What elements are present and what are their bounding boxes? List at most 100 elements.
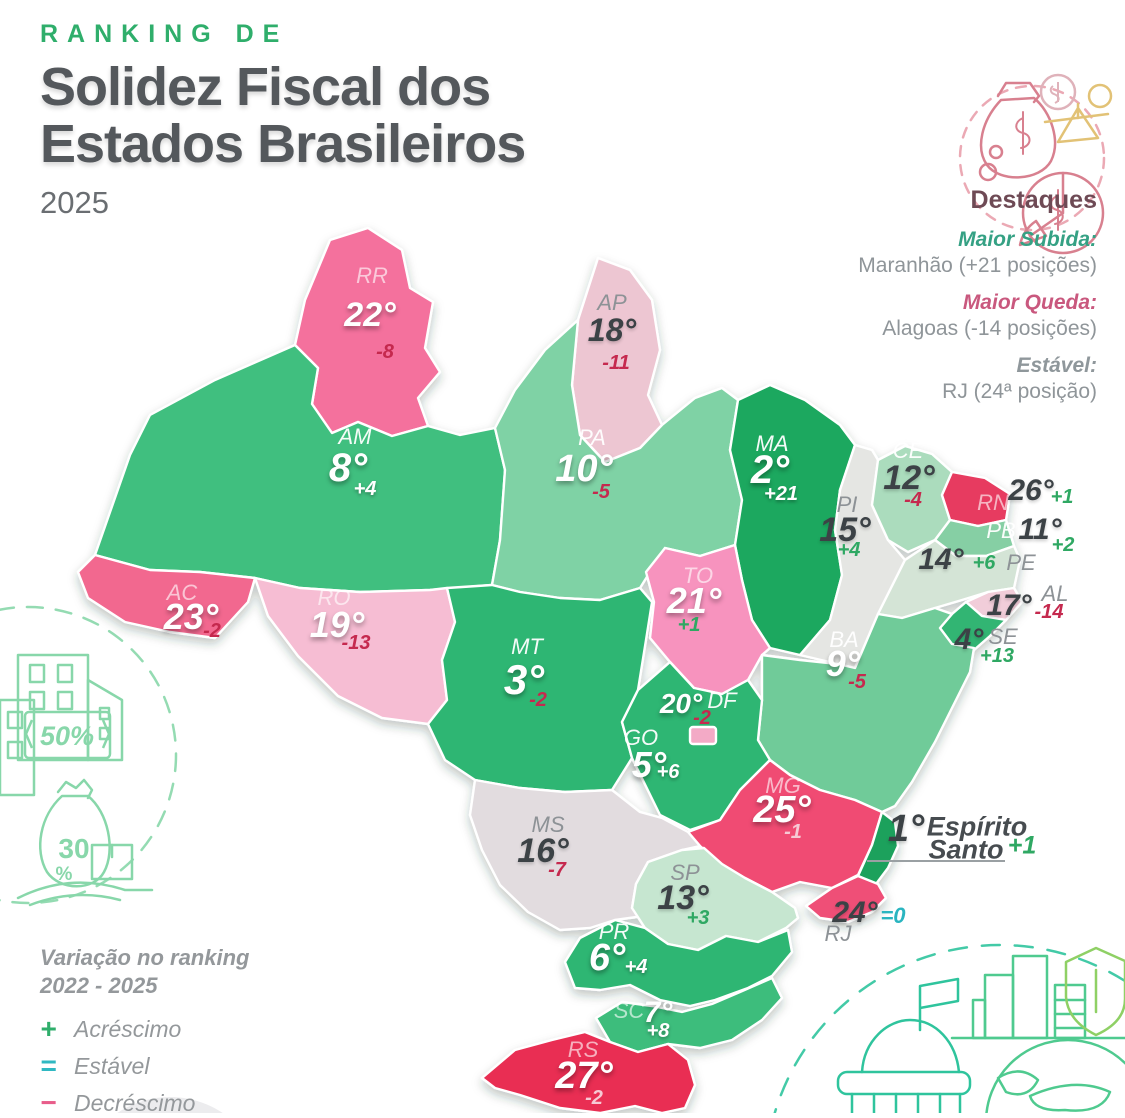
- am-code-white: AM: [338, 424, 372, 449]
- year-label: 2025: [40, 185, 109, 221]
- to-chg-green: +1: [677, 614, 701, 636]
- highlights-title: Destaques: [970, 186, 1097, 214]
- ma-rank-white: 2°: [750, 448, 790, 492]
- sc-code-light: SC: [613, 998, 645, 1023]
- ap-rank-dark: 18°: [587, 312, 637, 348]
- legend-title-line1: Variação no ranking: [40, 945, 250, 970]
- pe-rank-dark: 14°: [918, 543, 964, 576]
- ce-chg-red: -4: [904, 489, 922, 511]
- scales-icon: [1043, 83, 1113, 144]
- legend: Variação no ranking 2022 - 2025 + Acrésc…: [40, 944, 249, 1117]
- rr-rank-white: 22°: [344, 296, 396, 334]
- capitol-icon: [773, 943, 1125, 1113]
- ba-rank-white: 9°: [825, 643, 861, 684]
- pa-code-white: PA: [578, 425, 606, 450]
- globe-city-icon: [950, 954, 1125, 1113]
- legend-item-estavel: = Estável: [40, 1052, 249, 1080]
- mg-chg-pink: -1: [784, 821, 802, 843]
- ms-rank-dark: 16°: [517, 832, 569, 870]
- rn-chg-green: +1: [1050, 486, 1074, 508]
- header: RANKING DE Solidez Fiscal dos Estados Br…: [40, 20, 526, 221]
- ac-code-light: AC: [166, 580, 198, 605]
- plus-icon: +: [40, 1013, 57, 1044]
- highlight-item: Maior Queda: Alagoas (-14 posições): [757, 291, 1097, 341]
- highlight-value-maior-subida: Maranhão (+21 posições): [858, 254, 1097, 277]
- legend-rows: + Acréscimo = Estável − Decréscimo: [40, 1015, 249, 1117]
- highlight-label-maior-queda: Maior Queda:: [962, 291, 1097, 314]
- svg-text:%: %: [56, 864, 73, 885]
- money-bag-30-icon: 30 %: [39, 778, 134, 888]
- ba-chg-red: -5: [848, 671, 866, 693]
- pr-code-white: PR: [598, 919, 630, 944]
- ms-chg-red: -7: [548, 859, 566, 881]
- state-rs-shape: [480, 1030, 697, 1113]
- highlights-panel: Destaques Maior Subida: Maranhão (+21 po…: [757, 186, 1097, 404]
- go-rank-white: 5°: [631, 744, 667, 785]
- sp-chg-green: +3: [686, 907, 710, 929]
- highlight-item: Estável: RJ (24ª posição): [757, 354, 1097, 404]
- pie-chart-icon: [1018, 171, 1105, 255]
- highlight-value-maior-queda: Alagoas (-14 posições): [882, 317, 1097, 340]
- ro-rank-white: 19°: [309, 604, 365, 645]
- pi-code-gray: PI: [836, 492, 858, 517]
- legend-item-acrescimo: + Acréscimo: [40, 1015, 249, 1043]
- ro-chg-red: -13: [341, 632, 371, 654]
- pb-rank-dark: 11°: [1018, 513, 1062, 546]
- ac-chg-red: -2: [203, 620, 221, 642]
- state-ac-shape: [76, 553, 257, 640]
- highlight-value-estavel: RJ (24ª posição): [942, 380, 1097, 403]
- es-name-dark: Espírito: [926, 811, 1028, 842]
- pb-code-white: PB: [986, 518, 1016, 543]
- am-chg-white: +4: [353, 478, 377, 500]
- al-code-gray: AL: [1041, 581, 1069, 606]
- state-es-shape: [856, 810, 900, 886]
- es-leader-line: [867, 860, 1005, 862]
- ro-code-light: RO: [317, 585, 351, 610]
- se-chg-green: +13: [980, 645, 1014, 667]
- pr-rank-white: 6°: [588, 937, 626, 979]
- page-title-line1: Solidez Fiscal dos: [40, 57, 491, 117]
- mg-rank-white: 25°: [753, 789, 811, 831]
- ma-chg-white: +21: [764, 483, 798, 505]
- ms-code-gray: MS: [531, 812, 565, 837]
- legend-label: Acréscimo: [74, 1015, 182, 1042]
- rj-rank-dark: 24°: [832, 896, 878, 929]
- highlight-label-maior-subida: Maior Subida:: [958, 228, 1097, 251]
- ce-rank-dark: 12°: [883, 459, 935, 497]
- ap-code-gray: AP: [597, 290, 627, 315]
- svg-text:50%: 50%: [40, 721, 94, 751]
- pr-chg-white: +4: [624, 956, 648, 978]
- svg-text:30: 30: [58, 833, 89, 864]
- se-rank-dark: 4°: [954, 623, 984, 656]
- flag-icon: [918, 977, 960, 1032]
- ma-code-white: MA: [755, 431, 789, 456]
- coin-icon: [1039, 73, 1077, 111]
- mt-code-white: MT: [511, 634, 543, 659]
- state-sp-shape: [630, 846, 800, 952]
- pa-rank-white: 10°: [555, 448, 613, 490]
- legend-label: Estável: [74, 1052, 150, 1079]
- to-code-light: TO: [682, 563, 714, 588]
- pe-code-gray: PE: [1006, 550, 1036, 575]
- legend-label: Decréscimo: [74, 1089, 196, 1116]
- mg-code-light: MG: [765, 773, 801, 798]
- kicker-text: RANKING DE: [40, 20, 289, 48]
- rn-rank-dark: 26°: [1008, 474, 1054, 507]
- gray-circle-decor: [117, 1097, 223, 1113]
- se-code-gray: SE: [988, 624, 1018, 649]
- rs-rank-white: 27°: [555, 1055, 613, 1097]
- to-rank-white: 21°: [666, 580, 722, 621]
- go-chg-white: +6: [656, 761, 680, 783]
- rs-chg-pink: -2: [585, 1087, 603, 1109]
- pi-rank-dark: 15°: [819, 511, 871, 549]
- mt-rank-white: 3°: [503, 656, 545, 703]
- pb-chg-green: +2: [1051, 534, 1075, 556]
- equals-icon: =: [40, 1050, 57, 1081]
- rr-chg-red: -8: [376, 341, 394, 363]
- hand-icon: [16, 881, 154, 907]
- pa-chg-red: -5: [592, 481, 610, 503]
- sc-chg-white: +8: [646, 1020, 670, 1042]
- sp-rank-dark: 13°: [657, 879, 709, 917]
